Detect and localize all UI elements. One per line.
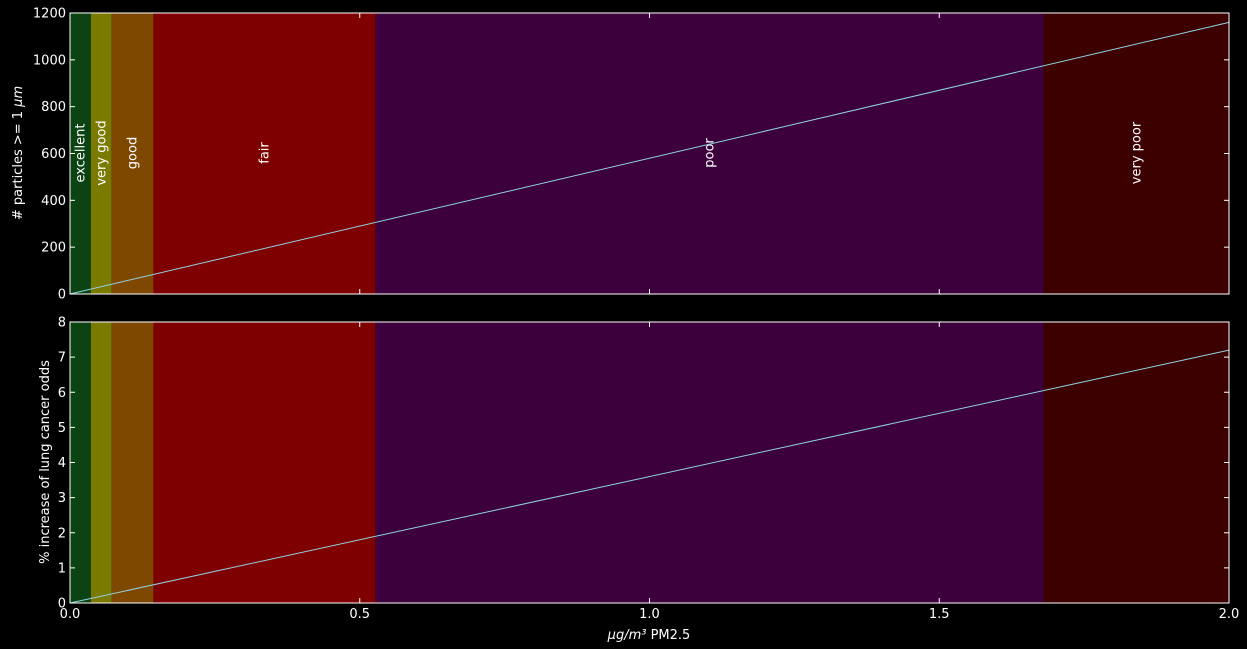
band-very-poor — [1043, 13, 1229, 294]
y-tick-label: 800 — [41, 100, 66, 115]
y-tick-label: 6 — [58, 386, 66, 401]
band-good — [111, 322, 154, 603]
band-group — [70, 13, 1229, 294]
series-group — [69, 21, 1230, 295]
band-label-group: excellent very good good fair poor very poor — [73, 120, 1144, 185]
y-tick-label: 2 — [58, 526, 66, 541]
band-label: fair — [257, 142, 272, 164]
band-label: very poor — [1129, 121, 1144, 184]
y-tick-label: 7 — [58, 351, 66, 366]
band-excellent — [70, 322, 91, 603]
band-fair — [153, 13, 376, 294]
y-tick-label: 5 — [58, 421, 66, 436]
y-tick-label: 4 — [58, 456, 66, 471]
x-tick-label: 1.5 — [929, 607, 950, 622]
band-very-poor — [1043, 322, 1229, 603]
y-tick-label: 8 — [58, 316, 66, 331]
band-group — [70, 322, 1229, 603]
y-axis-label: % increase of lung cancer odds — [38, 360, 53, 564]
band-very-good — [90, 322, 112, 603]
y-tick-label: 1 — [58, 561, 66, 576]
y-axis-label-prefix: # particles >= 1 — [11, 111, 26, 220]
band-label: very good — [94, 120, 109, 185]
y-tick-label: 200 — [41, 241, 66, 256]
x-axis-label-text: PM2.5 — [651, 628, 691, 643]
y-tick-label: 3 — [58, 491, 66, 506]
band-poor — [375, 13, 1044, 294]
band-excellent — [70, 13, 91, 294]
x-tick-label: 1.0 — [639, 607, 660, 622]
x-tick-label: 0.5 — [349, 607, 370, 622]
x-axis-label-unit: μg/m³ — [607, 628, 647, 643]
band-very-good — [90, 13, 112, 294]
band-poor — [375, 322, 1044, 603]
y-axis-label: # particles >= 1 μm — [11, 86, 26, 220]
panel-particles: excellent very good good fair poor very poor … — [11, 7, 1230, 303]
band-label: excellent — [73, 124, 88, 183]
x-axis-label: μg/m³ PM2.5 — [607, 628, 691, 643]
band-fair — [153, 322, 376, 603]
x-tick-label: 2.0 — [1219, 607, 1240, 622]
x-tick-label: 0.0 — [60, 607, 81, 622]
y-tick-label: 600 — [41, 147, 66, 162]
panel-lung-cancer: 0 1 2 3 4 5 6 7 8 0.0 0.5 1.0 1.5 2.0 % increase of l… — [38, 316, 1239, 623]
y-tick-label: 1200 — [33, 7, 66, 22]
axes-group: 0 200 400 600 800 1000 1200 — [33, 7, 1230, 303]
series-group — [69, 349, 1230, 604]
band-label: poor — [702, 138, 717, 168]
band-good — [111, 13, 154, 294]
y-tick-label: 0 — [58, 288, 66, 303]
series-line — [69, 349, 1230, 604]
y-axis-label-unit: μm — [11, 86, 26, 108]
y-tick-label: 0 — [58, 597, 66, 612]
axes-group: 0 1 2 3 4 5 6 7 8 0.0 0.5 1.0 1.5 2.0 — [58, 316, 1240, 623]
series-line — [69, 21, 1230, 295]
y-tick-label: 400 — [41, 194, 66, 209]
band-label: good — [126, 137, 141, 169]
y-tick-label: 1000 — [33, 53, 66, 68]
